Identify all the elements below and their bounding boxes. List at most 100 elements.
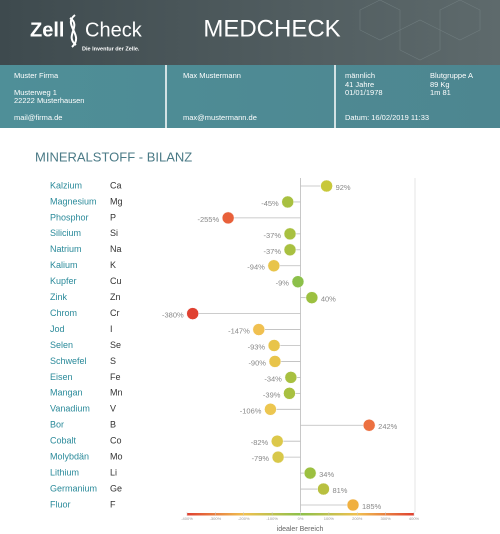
element-name: Molybdän: [50, 452, 89, 462]
logo-helix: [69, 14, 78, 48]
value-label: -380%: [162, 311, 184, 320]
dot: [305, 291, 319, 304]
info-text: 1m 81: [430, 88, 451, 97]
dot: [317, 482, 330, 496]
x-tick-label: 100%: [324, 516, 335, 521]
dot: [271, 450, 285, 464]
element-symbol: Fe: [110, 372, 121, 382]
element-symbol: Zn: [110, 292, 121, 302]
element-name: Bor: [50, 420, 64, 430]
info-text: Datum: 16/02/2019 11:33: [345, 113, 429, 122]
value-label: -37%: [263, 247, 281, 256]
value-label: -37%: [263, 231, 281, 240]
logo-left: Zell: [30, 19, 64, 41]
element-name: Mangan: [50, 388, 83, 398]
element-symbol: Ge: [110, 483, 122, 493]
element-symbol: Co: [110, 436, 122, 446]
info-text: 89 Kg: [430, 80, 450, 89]
dot: [264, 403, 277, 416]
element-symbol: P: [110, 212, 116, 222]
element-name: Vanadium: [50, 404, 90, 414]
element-name: Phosphor: [50, 212, 89, 222]
element-name: Magnesium: [50, 196, 97, 206]
element-name: Germanium: [50, 483, 97, 493]
element-symbol: I: [110, 324, 113, 334]
logo-right: Check: [85, 19, 143, 41]
dot: [284, 371, 298, 384]
x-tick-label: -200%: [238, 516, 250, 521]
dot: [346, 498, 360, 512]
element-symbol: K: [110, 260, 116, 270]
info-text: mail@firma.de: [14, 113, 62, 122]
dot: [270, 434, 284, 448]
x-tick-label: -400%: [181, 516, 193, 521]
element-name: Zink: [50, 292, 68, 302]
info-text: männlich: [345, 71, 375, 80]
dot: [281, 195, 294, 209]
dot: [283, 243, 297, 257]
dot: [362, 419, 376, 432]
x-tick-label: -100%: [266, 516, 278, 521]
element-name: Kalium: [50, 260, 78, 270]
x-tick-label: 0%: [298, 516, 304, 521]
element-name: Kupfer: [50, 276, 77, 286]
value-label: 185%: [362, 502, 382, 511]
element-name: Kalzium: [50, 180, 82, 190]
value-label: 242%: [378, 422, 398, 431]
dot: [267, 259, 281, 272]
tagline: Die Inventur der Zelle.: [82, 46, 140, 52]
dot: [267, 339, 281, 352]
element-symbol: Mo: [110, 452, 123, 462]
value-label: -39%: [263, 390, 281, 399]
element-name: Fluor: [50, 499, 71, 509]
x-tick-label: 300%: [381, 516, 392, 521]
element-symbol: F: [110, 499, 116, 509]
value-label: -255%: [197, 215, 219, 224]
element-symbol: Se: [110, 340, 121, 350]
x-tick-label: 200%: [352, 516, 363, 521]
dot: [252, 323, 266, 336]
element-symbol: Li: [110, 467, 117, 477]
dot: [283, 387, 296, 400]
info-text: 01/01/1978: [345, 88, 383, 97]
element-name: Cobalt: [50, 436, 77, 446]
info-text: 22222 Musterhausen: [14, 96, 84, 105]
element-symbol: S: [110, 356, 116, 366]
dot: [186, 307, 199, 320]
info-text: Blutgruppe A: [430, 71, 473, 80]
info-text: 41 Jahre: [345, 80, 374, 89]
value-label: -9%: [276, 279, 290, 288]
element-symbol: B: [110, 420, 116, 430]
value-label: 81%: [332, 486, 347, 495]
value-label: -79%: [252, 454, 270, 463]
element-name: Selen: [50, 340, 73, 350]
header-bar: [0, 0, 500, 65]
chart-title: MINERALSTOFF - BILANZ: [35, 149, 192, 164]
element-symbol: Ca: [110, 180, 122, 190]
dot: [283, 227, 297, 241]
info-band: [0, 65, 500, 128]
value-label: -94%: [247, 263, 265, 272]
element-symbol: V: [110, 404, 116, 414]
value-label: -34%: [264, 374, 282, 383]
value-label: 34%: [319, 470, 334, 479]
value-label: 92%: [336, 183, 351, 192]
element-name: Chrom: [50, 308, 77, 318]
element-symbol: Cu: [110, 276, 122, 286]
element-name: Lithium: [50, 467, 79, 477]
value-label: -45%: [261, 199, 279, 208]
element-symbol: Cr: [110, 308, 120, 318]
hex-pattern: [359, 0, 481, 61]
dot: [320, 179, 333, 193]
value-label: -93%: [248, 342, 266, 351]
element-symbol: Na: [110, 244, 122, 254]
info-text: Muster Firma: [14, 71, 59, 80]
element-symbol: Mg: [110, 196, 123, 206]
value-label: -106%: [240, 406, 262, 415]
element-symbol: Si: [110, 228, 118, 238]
element-symbol: Mn: [110, 388, 123, 398]
x-axis-label: idealer Bereich: [277, 526, 324, 533]
value-label: -147%: [228, 327, 250, 336]
element-name: Eisen: [50, 372, 73, 382]
